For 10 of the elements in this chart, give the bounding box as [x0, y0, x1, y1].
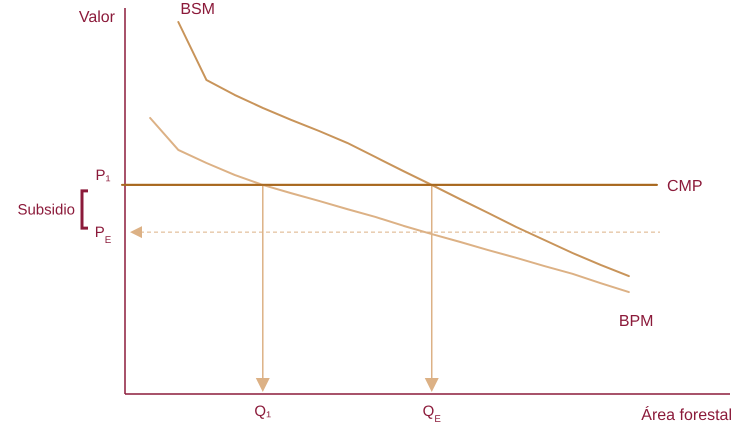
x-tick-label: Q$_{E}$	[422, 403, 442, 424]
series-label: BSM	[180, 1, 215, 18]
y-axis-title: Valor	[78, 9, 116, 26]
text: Subsidio	[17, 202, 75, 219]
series-label: CMP	[667, 178, 703, 195]
x-axis-title: Área forestal	[641, 406, 732, 424]
ref-line-label: P$_{E}$	[94, 224, 112, 246]
series-label: BPM	[618, 313, 654, 330]
x-tick-label: Q₁	[254, 403, 272, 420]
ref-line-label: P₁	[95, 166, 111, 184]
